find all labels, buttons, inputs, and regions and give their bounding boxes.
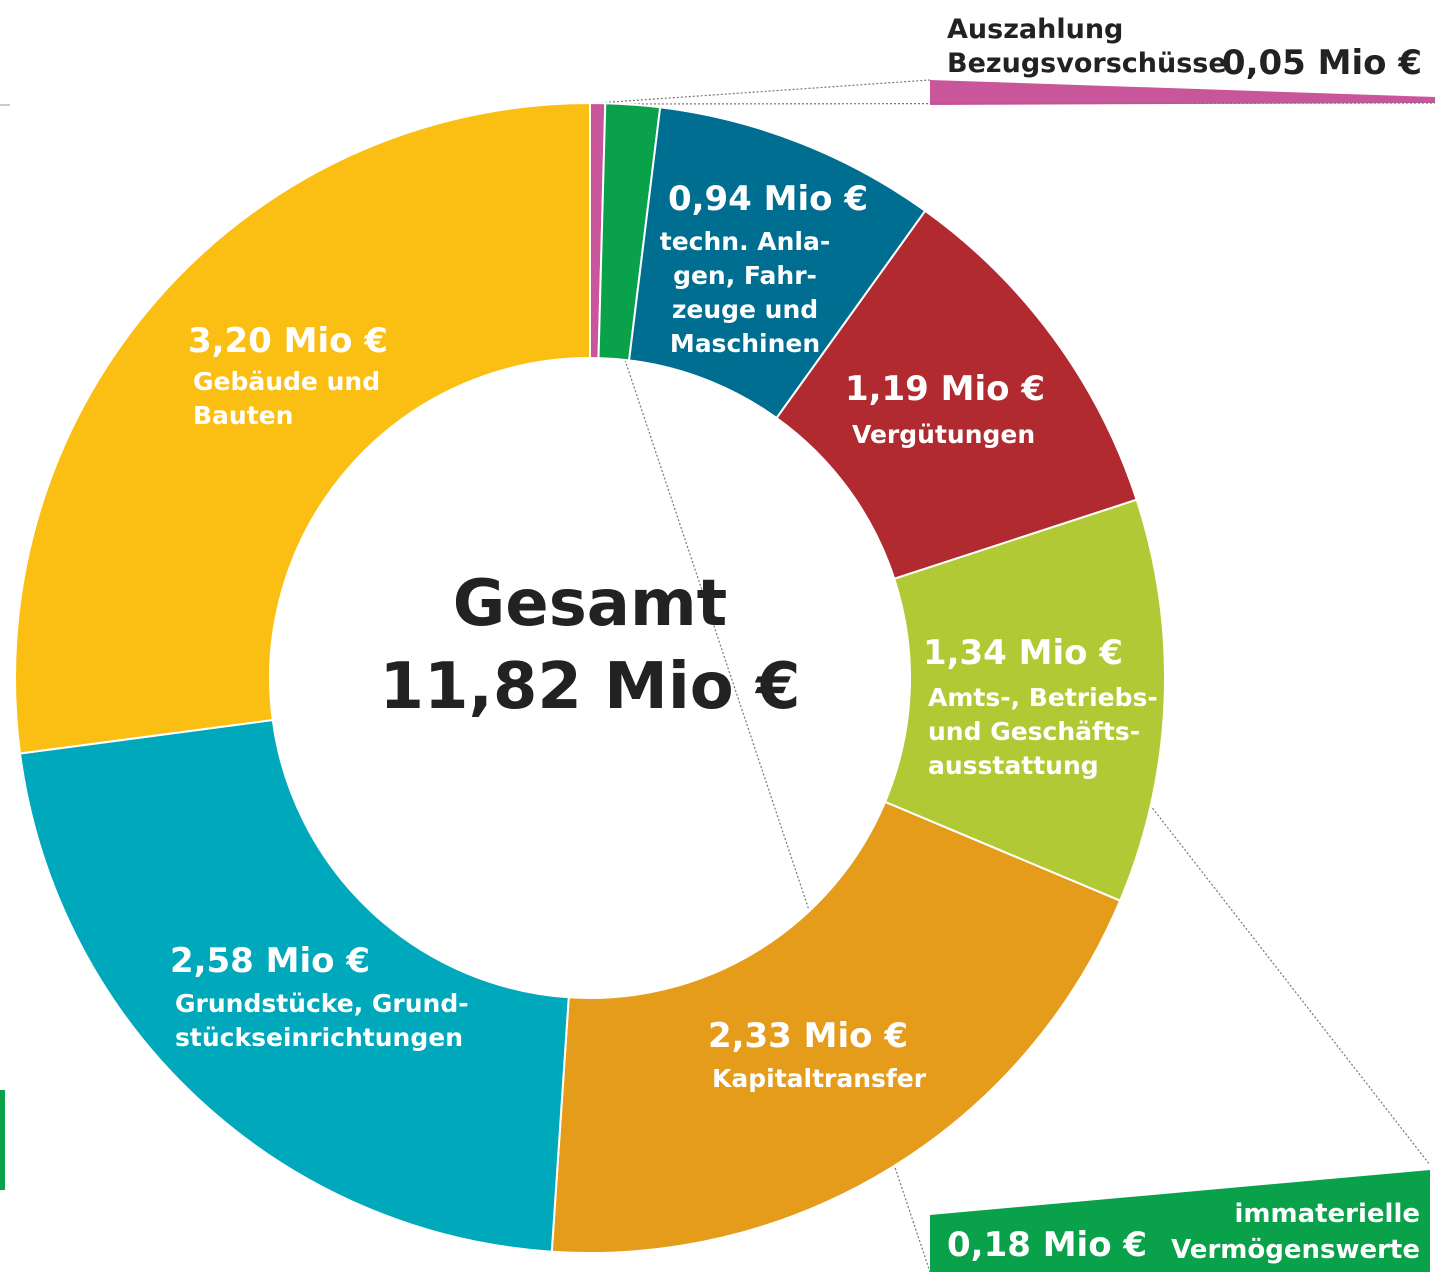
category-label: immaterielle Vermögenswerte [1171, 1199, 1420, 1265]
category-label: Vergütungen [852, 420, 1035, 449]
category-label: techn. Anla-gen, Fahr-zeuge und Maschinen [660, 227, 830, 358]
category-label: Grundstücke, Grund-stückseinrichtungen [175, 989, 469, 1052]
value-label: 1,34 Mio € [923, 633, 1123, 673]
center-value: 11,82 Mio € [379, 650, 800, 724]
donut-slice [775, 209, 1138, 581]
category-label: Amts-, Betriebs-und Geschäfts-ausstattun… [928, 683, 1158, 780]
category-label: Gebäude und Bauten [193, 367, 380, 430]
callout-bar [930, 80, 1435, 105]
value-label: 0,05 Mio € [1222, 43, 1422, 83]
category-label: Kapitaltransfer [712, 1064, 927, 1093]
callout-box [930, 1170, 1430, 1272]
value-label: 1,19 Mio € [845, 369, 1045, 409]
donut-slice [18, 718, 570, 1253]
value-label: 2,58 Mio € [170, 941, 370, 981]
donut-slice [14, 101, 591, 755]
center-title: Gesamt [453, 567, 728, 641]
edge-fragment [0, 1090, 5, 1190]
donut-slice [883, 498, 1166, 902]
category-label: Auszahlung Bezugsvorschüsse [947, 14, 1227, 79]
value-label: 0,94 Mio € [668, 179, 868, 219]
donut-slice [550, 800, 1122, 1254]
value-label: 2,33 Mio € [708, 1016, 908, 1056]
value-label: 0,18 Mio € [947, 1225, 1147, 1265]
value-label: 3,20 Mio € [188, 321, 388, 361]
